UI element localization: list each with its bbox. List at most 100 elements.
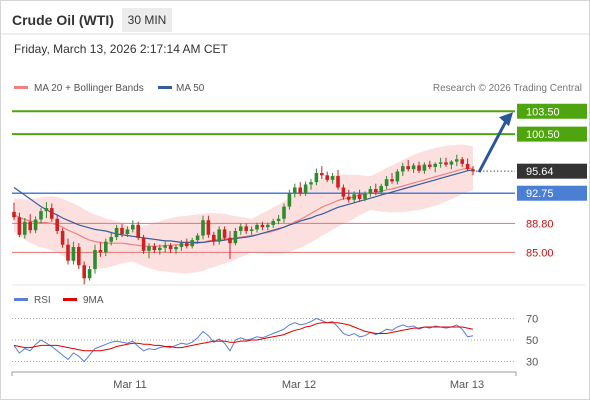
candle-body	[17, 217, 22, 235]
ma20-line	[13, 167, 473, 247]
candle-body	[93, 250, 97, 270]
level-value-103.50: 103.50	[526, 106, 560, 118]
ma20-legend-swatch	[14, 86, 28, 89]
candle-body	[395, 171, 400, 182]
candle-body	[320, 173, 324, 176]
candle-body	[201, 220, 205, 236]
candle-body	[39, 211, 43, 220]
candle-body	[71, 246, 76, 261]
candle-body	[114, 227, 119, 238]
candle-body	[357, 194, 362, 199]
candle-body	[336, 176, 340, 188]
candle-body	[185, 243, 189, 247]
level-labels: 103.50 100.50 95.64 92.75 88.80 85.00	[517, 103, 587, 259]
rsi-legend-label: RSI	[34, 295, 51, 306]
9ma-legend-label: 9MA	[83, 295, 104, 306]
level-value-100.50: 100.50	[526, 129, 560, 141]
candle-body	[428, 164, 432, 167]
candle-body	[77, 246, 81, 266]
candle-body	[282, 206, 286, 219]
candle-body	[384, 179, 389, 186]
candle-body	[60, 230, 65, 245]
candle-body	[325, 175, 329, 180]
projection-arrow	[477, 112, 513, 173]
candle-body	[222, 229, 227, 238]
candle-body	[233, 230, 238, 244]
candle-body	[390, 179, 394, 182]
rsi-tick-50: 50	[526, 335, 538, 347]
candle-body	[444, 162, 448, 165]
ma20-legend-label: MA 20 + Bollinger Bands	[34, 83, 144, 94]
level-tag-95.64	[517, 163, 587, 179]
candle-body	[44, 208, 49, 212]
candle-body	[66, 244, 70, 261]
candle-body	[255, 224, 259, 230]
candle-body	[33, 219, 38, 231]
candle-body	[455, 159, 459, 162]
projection-arrow-head	[499, 112, 513, 127]
candle-body	[28, 221, 32, 231]
bollinger-band	[14, 144, 473, 274]
rsi-line	[13, 317, 474, 363]
candle-body	[303, 184, 308, 193]
candle-body	[401, 166, 405, 172]
level-value-95.64: 95.64	[526, 166, 554, 178]
candle-body	[314, 173, 319, 183]
ma50-line	[13, 169, 474, 243]
candle-body	[228, 237, 232, 244]
9ma-legend-swatch	[63, 298, 77, 301]
candle-body	[98, 250, 103, 253]
candle-body	[460, 159, 464, 164]
candle-body	[12, 211, 16, 218]
candle-body	[212, 234, 216, 242]
candle-body	[190, 240, 194, 247]
candle-body	[152, 246, 157, 251]
candle-body	[163, 245, 167, 248]
candle-body	[136, 224, 140, 238]
x-tick-label: Mar 12	[282, 379, 316, 391]
ma50-legend-swatch	[158, 86, 172, 89]
x-axis: Mar 11 Mar 12 Mar 13	[11, 371, 517, 391]
candle-body	[104, 241, 108, 253]
candle-body	[352, 194, 356, 200]
candle-body	[266, 224, 270, 228]
candle-body	[406, 166, 410, 170]
candle-body	[120, 227, 124, 235]
candle-body	[363, 193, 367, 199]
candlesticks	[12, 154, 475, 285]
candle-body	[217, 229, 221, 242]
x-tick-label: Mar 13	[450, 379, 484, 391]
candle-body	[330, 176, 335, 180]
candle-body	[260, 224, 265, 228]
timeframe-label: 30 MIN	[128, 13, 167, 27]
timeframe-badge[interactable]	[122, 8, 172, 32]
candle-body	[195, 235, 200, 241]
candle-body	[449, 161, 454, 165]
candle-body	[244, 226, 248, 231]
candle-body	[465, 163, 470, 170]
candle-body	[249, 229, 254, 231]
candle-body	[276, 218, 281, 222]
level-tag-92.75	[517, 185, 587, 201]
candle-body	[379, 185, 383, 193]
datetime: Friday, March 13, 2026 2:17:14 AM CET	[14, 42, 229, 56]
candle-body	[239, 226, 243, 231]
bollinger-band-fill	[14, 144, 473, 274]
candle-body	[271, 221, 275, 225]
candle-body	[131, 224, 135, 230]
ma50-legend-label: MA 50	[176, 83, 205, 94]
moving-averages	[13, 167, 474, 247]
level-tag-100.50	[517, 126, 587, 142]
candle-body	[141, 237, 146, 251]
candle-body	[55, 218, 59, 231]
candle-body	[206, 220, 211, 235]
rsi-tick-70: 70	[526, 313, 538, 325]
level-value-88.80: 88.80	[526, 218, 554, 230]
rsi-tick-30: 30	[526, 357, 538, 369]
candle-body	[309, 182, 313, 185]
rsi-legend-swatch	[14, 298, 28, 301]
candle-body	[347, 196, 351, 200]
candle-body	[471, 169, 475, 172]
